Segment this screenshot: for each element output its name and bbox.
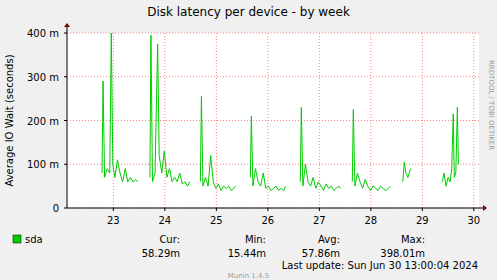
tick-label: 0 xyxy=(53,203,59,214)
footer: Munin 1.4.5 xyxy=(228,272,269,280)
stat-label: Min: xyxy=(245,234,266,245)
background xyxy=(0,0,497,280)
title: Disk latency per device - by week xyxy=(147,5,350,19)
axis-arrow xyxy=(64,23,70,27)
chart: Disk latency per device - by week RRDTOOL… xyxy=(0,0,497,280)
x-axis xyxy=(67,208,483,209)
legend-swatch xyxy=(13,235,21,243)
side-label: RRDTOOL / TOBI OETIKER xyxy=(487,60,495,150)
stat-value: 398.01m xyxy=(380,248,425,259)
grid-line xyxy=(164,33,165,208)
stat-label: Avg: xyxy=(318,234,340,245)
tick-label: 24 xyxy=(158,215,171,226)
tick-label: 100 m xyxy=(27,159,59,170)
grid-line xyxy=(267,33,268,208)
tick-label: 200 m xyxy=(27,116,59,127)
tick-label: 26 xyxy=(261,215,274,226)
grid-line xyxy=(67,33,479,34)
stat-label: Max: xyxy=(401,234,425,245)
tick-label: 27 xyxy=(313,215,326,226)
tick-label: 300 m xyxy=(27,72,59,83)
grid-line xyxy=(67,76,479,77)
grid-line xyxy=(370,33,371,208)
grid-line xyxy=(67,164,479,165)
axis-arrow xyxy=(483,205,487,211)
y-axis-label: Average IO Wait (seconds) xyxy=(4,54,15,186)
last-update: Last update: Sun Jun 30 13:00:04 2024 xyxy=(282,260,478,271)
y-axis xyxy=(67,27,68,208)
data-line xyxy=(102,33,458,191)
grid-line xyxy=(216,33,217,208)
grid-line xyxy=(113,33,114,208)
tick-label: 400 m xyxy=(27,28,59,39)
plot-group xyxy=(102,33,458,191)
stat-value: 57.86m xyxy=(302,248,340,259)
tick-label: 29 xyxy=(416,215,429,226)
legend-label: sda xyxy=(25,234,43,245)
tick-label: 23 xyxy=(107,215,120,226)
tick-label: 25 xyxy=(210,215,223,226)
grid-line xyxy=(319,33,320,208)
stat-value: 58.29m xyxy=(142,248,180,259)
tick-label: 28 xyxy=(364,215,377,226)
grid-line xyxy=(67,120,479,121)
stat-value: 15.44m xyxy=(228,248,266,259)
grid-line xyxy=(473,33,474,208)
stat-label: Cur: xyxy=(159,234,180,245)
grid-line xyxy=(422,33,423,208)
plot-area xyxy=(67,33,479,208)
tick-label: 30 xyxy=(467,215,480,226)
